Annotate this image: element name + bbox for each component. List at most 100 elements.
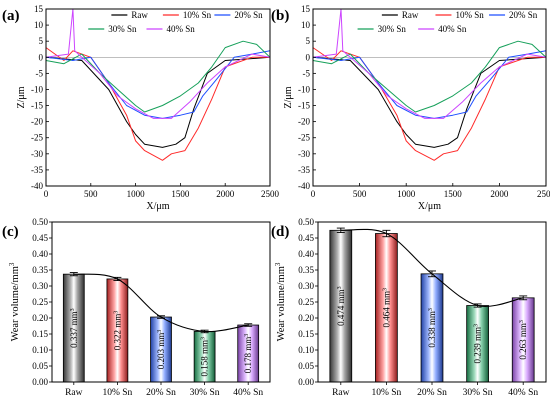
series-line-40-sn	[45, 8, 271, 119]
series-line-raw	[312, 56, 547, 148]
x-tick-label: 2000	[216, 189, 235, 199]
y-tick-label: 0.40	[298, 249, 314, 259]
y-tick-label: 0.25	[298, 297, 314, 307]
x-tick-label: 10% Sn	[102, 388, 132, 398]
legend-label: 10% Sn	[455, 10, 484, 20]
y-tick-label: -20	[298, 117, 310, 127]
series-line-30-sn	[45, 40, 271, 113]
series-line-20-sn	[312, 50, 547, 119]
bar-value-label: 0.158 mm3	[200, 337, 210, 377]
bar-panel-c: (c) 0.337 mm3 Raw 0.322 mm3 10% Sn 0.203 mm3 2…	[2, 217, 271, 398]
y-tick-label: 0	[306, 52, 311, 62]
y-tick-label: 0.15	[32, 329, 48, 339]
y-tick-label: 0.25	[32, 297, 48, 307]
legend-label: 10% Sn	[183, 10, 212, 20]
y-tick-label: 10	[301, 20, 311, 30]
profile-panel-b: (b) -40 -35 -30 -25 -20 -15 -10 -5 0 5 10 15 0 500 1000…	[271, 4, 550, 212]
x-tick-label: 2500	[537, 189, 550, 199]
legend-label: 30% Sn	[108, 24, 137, 34]
y-tick-label: -10	[31, 84, 43, 94]
y-tick-label: -30	[298, 149, 310, 159]
y-tick-label: -25	[298, 133, 310, 143]
plot-frame	[45, 8, 271, 187]
series-line-10-sn	[45, 47, 270, 161]
x-tick-label: 1000	[127, 189, 146, 199]
legend-label: 20% Sn	[509, 10, 538, 20]
y-tick-label: 0.35	[298, 265, 314, 275]
legend-label: 40% Sn	[166, 24, 195, 34]
trend-curve	[340, 228, 524, 307]
y-tick-label: -35	[298, 165, 310, 175]
x-tick-label: 20% Sn	[146, 388, 176, 398]
series-line-raw	[45, 56, 271, 148]
x-tick-label: 1000	[397, 189, 416, 199]
y-tick-label: 0.30	[298, 281, 314, 291]
bar-value-label: 0.203 mm3	[156, 330, 166, 370]
y-tick-label: 0.00	[298, 377, 314, 387]
x-tick-label: 20% Sn	[417, 388, 447, 398]
y-tick-label: 15	[34, 4, 44, 14]
y-tick-label: -25	[31, 133, 43, 143]
y-tick-label: 0.20	[298, 313, 314, 323]
y-axis-label: Wear volume/mm3	[8, 262, 21, 341]
y-tick-label: 0.50	[32, 217, 48, 227]
series-line-10-sn	[312, 47, 546, 161]
y-tick-label: -5	[36, 68, 44, 78]
trend-curve	[73, 273, 249, 333]
x-tick-label: Raw	[65, 388, 83, 398]
x-tick-label: 1500	[171, 189, 190, 199]
x-tick-label: 2500	[261, 189, 280, 199]
panel-label: (d)	[271, 224, 289, 240]
y-tick-label: -35	[31, 165, 43, 175]
series-line-30-sn	[312, 40, 547, 113]
legend-label: 40% Sn	[438, 24, 467, 34]
legend-label: Raw	[131, 10, 148, 20]
x-tick-label: 2000	[490, 189, 509, 199]
x-axis-label: X/μm	[418, 201, 441, 212]
panel-label: (a)	[2, 8, 20, 24]
y-tick-label: 0.05	[298, 361, 314, 371]
y-tick-label: 15	[301, 4, 311, 14]
y-tick-label: -10	[298, 84, 310, 94]
y-tick-label: 0.35	[32, 265, 48, 275]
y-tick-label: 0.10	[32, 345, 48, 355]
x-tick-label: 40% Sn	[233, 388, 263, 398]
y-tick-label: 0.05	[32, 361, 48, 371]
y-tick-label: 0.45	[298, 233, 314, 243]
y-tick-label: 0.00	[32, 377, 48, 387]
bar-value-label: 0.337 mm3	[69, 308, 79, 348]
x-tick-label: Raw	[332, 388, 350, 398]
series-line-40-sn	[312, 8, 547, 119]
x-tick-label: 30% Sn	[190, 388, 220, 398]
x-tick-label: 500	[84, 189, 98, 199]
y-tick-label: -40	[298, 181, 310, 191]
y-tick-label: 0.30	[32, 281, 48, 291]
panel-label: (c)	[2, 224, 19, 240]
plot-frame	[312, 8, 547, 187]
x-tick-label: 0	[311, 189, 316, 199]
y-tick-label: -15	[31, 101, 43, 111]
y-axis-label: Z/μm	[16, 86, 27, 108]
legend: Raw 10% Sn 20% Sn 30% Sn 40% Sn	[357, 10, 538, 34]
legend-label: Raw	[402, 10, 419, 20]
bar-value-label: 0.178 mm3	[243, 334, 253, 374]
y-tick-label: -5	[303, 68, 311, 78]
y-tick-label: 0.45	[32, 233, 48, 243]
x-tick-label: 40% Sn	[508, 388, 538, 398]
y-tick-label: 0.15	[298, 329, 314, 339]
x-tick-label: 0	[44, 189, 49, 199]
y-tick-label: 10	[34, 20, 44, 30]
bar-value-label: 0.474 mm3	[336, 286, 346, 326]
y-tick-label: 0.50	[298, 217, 314, 227]
x-tick-label: 1500	[444, 189, 463, 199]
y-tick-label: 0	[39, 52, 44, 62]
y-tick-label: 5	[306, 36, 311, 46]
bar-value-label: 0.322 mm3	[112, 311, 122, 351]
y-tick-label: -40	[31, 181, 43, 191]
bar-value-label: 0.239 mm3	[473, 324, 483, 364]
y-axis-label: Wear volume/mm3	[274, 262, 287, 341]
legend-label: 30% Sn	[378, 24, 407, 34]
bar-value-label: 0.464 mm3	[381, 288, 391, 328]
x-tick-label: 10% Sn	[371, 388, 401, 398]
